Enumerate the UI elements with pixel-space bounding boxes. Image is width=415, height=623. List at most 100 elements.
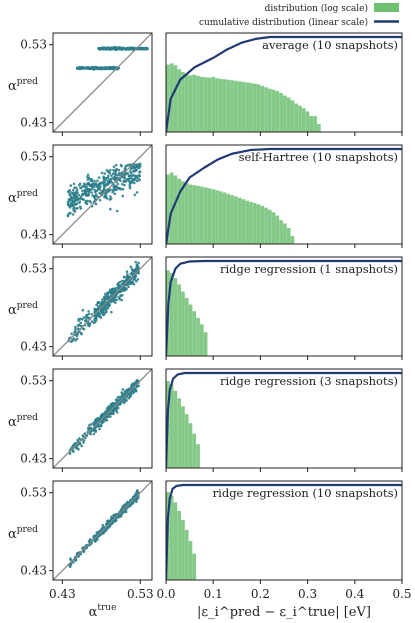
- scatter-point: [109, 288, 113, 292]
- scatter-point: [100, 171, 104, 175]
- scatter-point: [89, 201, 93, 204]
- scatter-point: [105, 191, 109, 194]
- scatter-point: [113, 296, 117, 299]
- histogram-bar: [211, 189, 215, 244]
- scatter-point: [103, 172, 107, 175]
- scatter-point: [103, 530, 106, 533]
- scatter-point: [124, 172, 128, 176]
- panel-title: ridge regression (3 snapshots): [220, 374, 398, 388]
- scatter-point: [112, 188, 116, 192]
- scatter-point: [84, 201, 88, 205]
- scatter-point: [117, 168, 121, 172]
- scatter-point: [78, 183, 81, 187]
- scatter-point: [116, 47, 119, 50]
- scatter-point: [103, 299, 107, 302]
- scatter-point: [69, 211, 72, 215]
- histogram-bar: [192, 433, 197, 468]
- scatter-point: [92, 185, 96, 189]
- histogram-bar: [184, 414, 189, 468]
- scatter-point: [109, 299, 112, 303]
- scatter-point: [76, 438, 79, 442]
- scatter-point: [84, 318, 88, 322]
- scatter-panel: 0.43 0.53 αpred: [8, 368, 153, 472]
- histogram-bar: [218, 191, 223, 244]
- scatter-point: [119, 515, 123, 518]
- scatter-point: [136, 165, 140, 169]
- hist-x-axis-label: |ε_i^pred − ε_i^true| [eV]: [197, 605, 371, 620]
- scatter-point: [112, 165, 116, 169]
- y-axis-label: αpred: [8, 301, 38, 318]
- scatter-point: [86, 178, 90, 181]
- histogram-bar: [199, 76, 204, 132]
- scatter-point: [72, 188, 75, 192]
- scatter-point: [106, 415, 110, 419]
- y-axis-label: αpred: [8, 189, 38, 206]
- histogram-bar: [226, 79, 231, 132]
- histogram-bar: [317, 124, 321, 132]
- scatter-point: [75, 188, 79, 192]
- scatter-point: [132, 278, 136, 281]
- scatter-point: [81, 318, 84, 321]
- scatter-point: [118, 284, 121, 287]
- scatter-point: [133, 166, 137, 169]
- scatter-point: [75, 337, 79, 341]
- scatter-point: [90, 320, 94, 323]
- scatter-point: [126, 46, 130, 50]
- scatter-point: [96, 67, 100, 70]
- scatter-point: [77, 317, 80, 321]
- histogram-bar: [294, 103, 299, 132]
- scatter-point: [81, 189, 84, 193]
- cumulative-line: [166, 147, 402, 244]
- scatter-point: [141, 47, 144, 50]
- histogram-bar: [245, 200, 249, 244]
- scatter-point: [102, 46, 105, 50]
- histogram-bars: [166, 491, 197, 580]
- scatter-point: [108, 198, 112, 201]
- scatter-point: [77, 437, 81, 440]
- scatter-point: [103, 308, 107, 311]
- scatter-point: [113, 192, 117, 196]
- scatter-point: [76, 332, 80, 336]
- scatter-point: [136, 174, 139, 178]
- scatter-point: [138, 46, 142, 50]
- scatter-point: [88, 322, 92, 325]
- scatter-point: [114, 519, 118, 522]
- histogram-bar: [199, 186, 204, 244]
- scatter-point: [125, 270, 129, 274]
- scatter-point: [103, 296, 107, 299]
- scatter-point: [72, 207, 75, 211]
- scatter-point: [94, 197, 97, 201]
- scatter-point: [128, 280, 132, 283]
- scatter-point: [129, 265, 133, 269]
- scatter-point: [97, 300, 101, 304]
- scatter-point: [124, 510, 128, 514]
- panel-row: 0.43 0.53 αpred ridge regression (1 snapsho…: [8, 256, 403, 360]
- scatter-point: [133, 275, 137, 279]
- scatter-point: [76, 67, 79, 71]
- scatter-point: [87, 193, 91, 196]
- scatter-point: [69, 558, 73, 562]
- histogram-bar: [203, 187, 208, 244]
- scatter-panel: 0.43 0.53 αpred: [8, 480, 153, 584]
- scatter-point: [145, 46, 148, 50]
- scatter-point: [82, 316, 86, 319]
- scatter-point: [91, 187, 94, 191]
- histogram-bars: [166, 63, 321, 132]
- legend-patch-distribution: [374, 3, 399, 12]
- histogram-panel: average (10 snapshots): [165, 32, 403, 136]
- scatter-point: [68, 565, 72, 569]
- y-axis-label: αpred: [8, 525, 38, 542]
- histogram-frame: [165, 32, 403, 133]
- scatter-point: [109, 195, 112, 198]
- scatter-point: [78, 324, 81, 327]
- scatter-frame: [52, 368, 153, 469]
- scatter-point: [72, 182, 76, 186]
- histogram-bar: [207, 77, 212, 132]
- scatter-point: [77, 193, 81, 197]
- scatter-point: [97, 305, 100, 308]
- scatter-point: [127, 163, 130, 167]
- y-tick-label: 0.53: [20, 486, 47, 500]
- scatter-point: [79, 321, 82, 325]
- panel-title: average (10 snapshots): [262, 38, 398, 52]
- scatter-point: [90, 183, 94, 186]
